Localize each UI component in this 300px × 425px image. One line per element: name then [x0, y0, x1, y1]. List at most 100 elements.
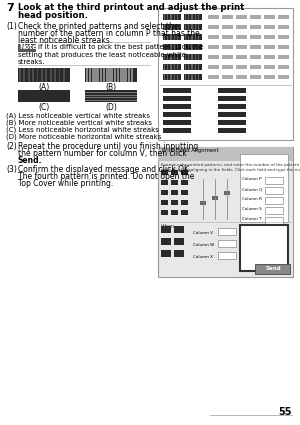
Text: least noticeable streaks.: least noticeable streaks.	[18, 36, 112, 45]
Text: number of the pattern in column P that has the: number of the pattern in column P that h…	[18, 29, 200, 38]
Bar	[195, 34, 196, 40]
Bar	[185, 74, 186, 80]
Bar	[163, 74, 181, 80]
Text: streaks.: streaks.	[18, 59, 46, 65]
Bar	[184, 74, 202, 80]
Text: head position.: head position.	[18, 11, 88, 20]
Text: Column V: Column V	[193, 231, 213, 235]
Bar	[208, 75, 219, 79]
Bar	[200, 201, 206, 205]
Bar	[218, 96, 246, 101]
Text: 7: 7	[6, 3, 14, 13]
Bar	[198, 54, 199, 60]
Bar	[170, 54, 172, 60]
Bar	[236, 55, 247, 59]
Bar	[174, 238, 184, 245]
Bar	[163, 44, 181, 50]
Bar	[164, 34, 165, 40]
Bar	[170, 64, 172, 70]
Text: the pattern number for column V, then click: the pattern number for column V, then cl…	[18, 149, 187, 158]
Bar	[198, 34, 199, 40]
Bar	[163, 88, 191, 93]
Bar	[278, 15, 289, 19]
Bar	[163, 120, 191, 125]
Bar	[174, 14, 175, 20]
Bar	[264, 55, 275, 59]
Bar	[161, 226, 171, 233]
Bar	[161, 200, 168, 205]
Bar	[222, 45, 233, 49]
Bar	[218, 88, 246, 93]
Bar	[171, 210, 178, 215]
Bar	[218, 112, 246, 117]
Bar	[184, 34, 202, 40]
Bar	[236, 15, 247, 19]
Bar	[240, 154, 288, 222]
Bar	[161, 250, 171, 257]
Text: Examine the printed patterns, and enter the number of the pattern with the least: Examine the printed patterns, and enter …	[161, 163, 300, 167]
Bar	[164, 44, 165, 50]
Bar	[167, 14, 168, 20]
Text: Column S: Column S	[242, 207, 262, 211]
Text: The fourth pattern is printed. Do not open the: The fourth pattern is printed. Do not op…	[18, 172, 194, 181]
Text: Confirm the displayed message and click OK.: Confirm the displayed message and click …	[18, 165, 191, 174]
Bar	[85, 68, 137, 82]
Bar	[181, 170, 188, 175]
Bar	[185, 24, 186, 30]
Text: Top Cover while printing.: Top Cover while printing.	[18, 179, 113, 188]
Text: (C): (C)	[38, 103, 50, 112]
Bar	[188, 34, 189, 40]
Bar	[163, 24, 181, 30]
Bar	[218, 128, 246, 133]
Bar	[174, 44, 175, 50]
Bar	[170, 44, 172, 50]
Bar	[264, 15, 275, 19]
Bar	[174, 74, 175, 80]
Bar	[250, 65, 261, 69]
Text: (C) Less noticeable horizontal white streaks: (C) Less noticeable horizontal white str…	[6, 126, 159, 133]
Bar	[240, 225, 288, 271]
Bar	[181, 180, 188, 185]
Bar	[184, 54, 202, 60]
Bar	[181, 210, 188, 215]
Bar	[174, 24, 175, 30]
Bar	[188, 64, 189, 70]
Bar	[236, 65, 247, 69]
Bar	[170, 24, 172, 30]
Bar	[171, 190, 178, 195]
Text: Send.: Send.	[18, 156, 43, 165]
Bar	[185, 44, 186, 50]
Bar	[19, 68, 21, 82]
Bar	[265, 187, 283, 194]
Bar	[163, 34, 181, 40]
Bar	[264, 65, 275, 69]
Bar	[28, 68, 30, 82]
Bar	[170, 14, 172, 20]
Bar	[23, 68, 25, 82]
Bar	[218, 120, 246, 125]
Bar	[208, 35, 219, 39]
Bar	[164, 24, 165, 30]
Bar	[195, 14, 196, 20]
Bar	[167, 34, 168, 40]
Bar	[264, 75, 275, 79]
Bar	[188, 14, 189, 20]
Text: (A): (A)	[38, 83, 50, 92]
Bar	[278, 65, 289, 69]
Bar	[174, 250, 184, 257]
Bar	[188, 54, 189, 60]
Bar	[158, 8, 293, 140]
Bar	[222, 25, 233, 29]
Text: Check the printed patterns and select the: Check the printed patterns and select th…	[18, 22, 178, 31]
Text: Column W: Column W	[193, 243, 214, 247]
Bar	[111, 68, 113, 82]
Bar	[191, 44, 193, 50]
Bar	[198, 74, 199, 80]
Bar	[161, 238, 171, 245]
Text: (D) More noticeable horizontal white streaks: (D) More noticeable horizontal white str…	[6, 133, 161, 139]
Bar	[106, 68, 108, 82]
Bar	[92, 68, 94, 82]
Text: Column P: Column P	[242, 177, 262, 181]
Bar	[177, 34, 178, 40]
Bar	[85, 95, 137, 96]
